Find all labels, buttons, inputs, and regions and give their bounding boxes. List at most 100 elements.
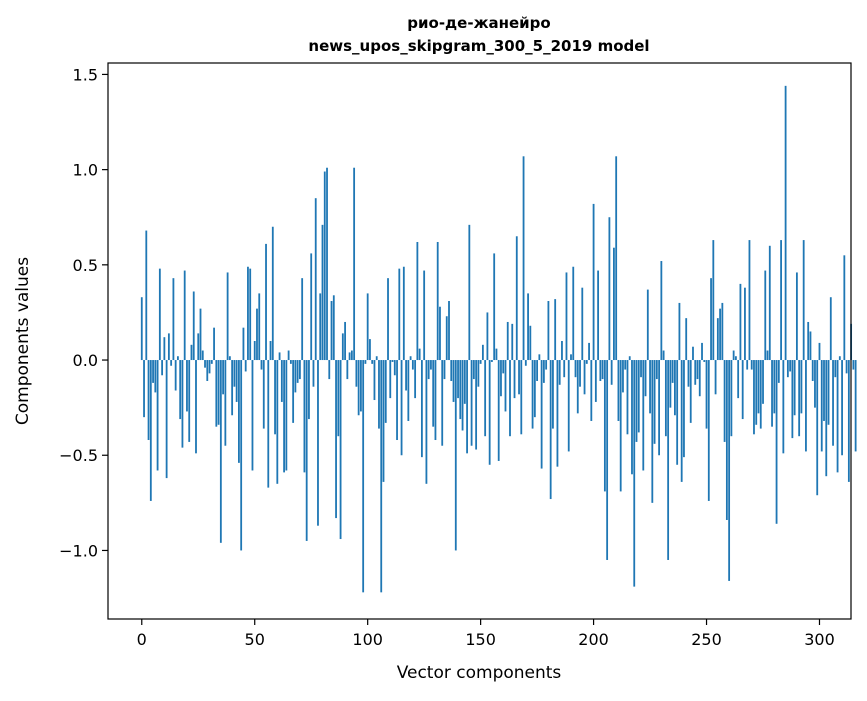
bar-component-90 [344, 321, 346, 361]
x-tick-label: 200 [578, 630, 609, 649]
bar-component-4 [149, 360, 152, 501]
bar-component-134 [443, 360, 446, 380]
chart-title: рио-де-жанейро [407, 14, 550, 32]
y-axis-ticks: −1.0 −0.5 0.0 0.5 1.0 1.5 [59, 65, 108, 560]
bar-component-158 [497, 360, 500, 461]
bar-component-69 [296, 360, 299, 383]
bar-component-316 [854, 360, 857, 452]
bar-component-108 [384, 360, 387, 423]
bar-component-157 [495, 348, 498, 361]
bar-component-250 [705, 360, 708, 429]
bar-component-61 [278, 352, 281, 361]
bar-component-281 [775, 360, 778, 524]
bar-component-151 [481, 344, 484, 361]
bar-component-273 [757, 360, 760, 414]
bar-component-63 [283, 360, 285, 473]
bar-component-232 [664, 360, 667, 437]
bar-component-302 [823, 360, 825, 421]
bar-component-310 [841, 360, 843, 456]
bar-component-306 [832, 360, 834, 446]
bar-component-129 [432, 360, 435, 427]
bar-component-277 [766, 350, 769, 361]
bar-component-186 [561, 341, 563, 361]
bar-component-91 [346, 360, 349, 380]
bar-component-274 [759, 360, 762, 429]
x-axis-label: Vector components [397, 663, 562, 683]
x-axis-ticks: 0 50 100 150 200 250 300 [137, 619, 835, 649]
bar-component-11 [165, 360, 168, 479]
bar-component-238 [678, 302, 681, 361]
bar-component-229 [658, 360, 660, 456]
bar-component-296 [809, 331, 812, 361]
bar-component-141 [459, 360, 462, 420]
bar-component-22 [190, 344, 193, 361]
bar-component-115 [400, 360, 403, 456]
bar-component-195 [581, 287, 584, 361]
bar-component-54 [262, 360, 265, 429]
bar-component-65 [287, 350, 290, 361]
plot-area-frame [107, 62, 852, 620]
bar-component-37 [224, 360, 227, 446]
bar-component-315 [852, 360, 855, 370]
bar-component-124 [420, 360, 423, 458]
bar-component-165 [513, 360, 516, 399]
bar-component-20 [186, 360, 188, 412]
bar-component-145 [468, 224, 471, 361]
bar-component-258 [723, 360, 726, 442]
bar-component-13 [170, 360, 173, 366]
bar-component-204 [601, 360, 604, 380]
bar-component-110 [389, 360, 392, 399]
bar-component-132 [439, 306, 441, 361]
bar-component-203 [599, 360, 602, 381]
bar-component-155 [491, 360, 493, 362]
bar-component-269 [748, 240, 751, 361]
bar-component-143 [463, 360, 466, 404]
bar-component-266 [741, 360, 744, 420]
bar-component-5 [152, 360, 154, 383]
bar-component-150 [479, 360, 482, 364]
bar-component-49 [251, 360, 254, 471]
bar-component-16 [177, 356, 179, 361]
bar-component-170 [524, 360, 527, 366]
bar-component-193 [576, 360, 579, 414]
bar-component-312 [845, 360, 848, 374]
bar-component-123 [418, 348, 421, 361]
bar-component-246 [696, 360, 699, 380]
bar-component-237 [676, 360, 679, 465]
bar-component-36 [222, 360, 224, 395]
bar-component-118 [407, 360, 410, 421]
bar-component-183 [554, 299, 557, 361]
bar-component-47 [247, 266, 249, 361]
bar-component-56 [267, 360, 270, 488]
bar-component-225 [649, 360, 651, 414]
bar-component-104 [375, 356, 378, 361]
bar-component-172 [529, 325, 532, 361]
bar-component-1 [143, 360, 145, 418]
y-tick-label: 1.0 [73, 161, 98, 180]
bar-component-187 [563, 360, 566, 378]
bar-component-307 [834, 360, 837, 378]
bar-component-142 [461, 360, 464, 431]
bar-component-267 [744, 287, 746, 361]
bar-component-93 [350, 350, 353, 361]
x-tick-label: 0 [137, 630, 147, 649]
bar-component-64 [285, 360, 288, 471]
bar-component-205 [603, 360, 606, 492]
bar-component-209 [613, 247, 615, 361]
bar-component-164 [511, 323, 514, 361]
bar-component-9 [161, 360, 164, 376]
bar-component-84 [330, 301, 333, 361]
bar-component-303 [825, 360, 828, 477]
bar-component-184 [556, 360, 559, 467]
bar-component-121 [414, 360, 417, 399]
bar-component-202 [597, 270, 600, 361]
bar-component-248 [701, 342, 703, 361]
bar-component-105 [378, 360, 380, 429]
bar-component-236 [674, 360, 676, 416]
bar-component-212 [619, 360, 622, 492]
bar-component-208 [610, 360, 613, 385]
bar-component-14 [172, 278, 175, 361]
bar-component-50 [253, 341, 256, 361]
bar-component-75 [310, 253, 313, 361]
bar-component-88 [339, 360, 342, 540]
